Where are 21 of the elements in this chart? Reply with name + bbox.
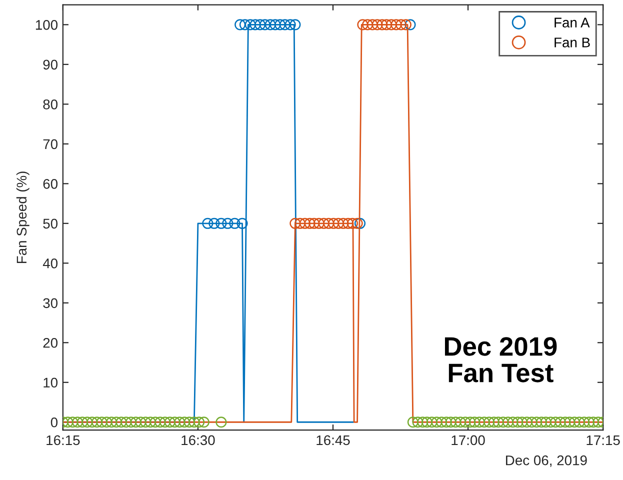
y-tick-label: 40 <box>42 258 58 268</box>
y-tick-label: 0 <box>50 417 58 428</box>
text: Dec 06, 2019 <box>506 455 587 467</box>
x-tick-label: 17:00 <box>452 435 485 446</box>
y-tick-label: 10 <box>44 378 58 388</box>
y-tick-label: 70 <box>43 139 58 150</box>
legend-label: Fan B <box>554 38 590 48</box>
y-tick-label: 100 <box>36 20 58 30</box>
y-tick-label: 90 <box>43 60 58 70</box>
y-tick-label: 20 <box>43 338 58 348</box>
x-tick-label: 16:30 <box>182 435 215 446</box>
y-axis-title: Fan Speed (%) <box>16 172 30 264</box>
x-tick-label: 16:45 <box>316 435 350 446</box>
legend-label: Fan A <box>554 18 590 28</box>
x-tick-label: 17:15 <box>586 435 620 446</box>
annotation: Dec 2019 Fan Test <box>444 337 557 382</box>
y-tick-label: 80 <box>43 100 58 110</box>
y-tick-label: 50 <box>43 218 58 229</box>
y-tick-label: 30 <box>43 298 58 308</box>
y-tick-label: 60 <box>43 178 58 189</box>
x-tick-label: 16:15 <box>46 435 80 446</box>
